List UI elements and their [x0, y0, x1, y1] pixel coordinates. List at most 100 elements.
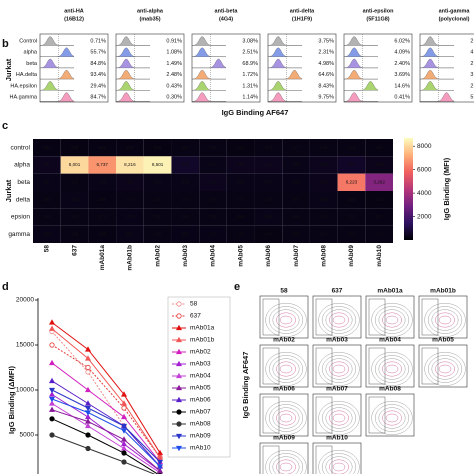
x-axis-label: IgG Binding AF647 — [222, 108, 289, 117]
row-label: Control — [19, 38, 37, 44]
cell-label: 278 — [265, 197, 273, 202]
series-line — [51, 398, 161, 467]
y-tick-label: 10000 — [16, 387, 34, 394]
percent-label: 29.4% — [90, 83, 106, 89]
data-point — [48, 377, 56, 384]
cell-label: 268 — [292, 232, 300, 237]
cell-label: 573 — [181, 162, 189, 167]
heatmap-cell — [254, 139, 283, 157]
panel-letter: b — [2, 38, 9, 50]
percent-label: 84.8% — [90, 61, 106, 67]
cell-label: 267 — [181, 145, 189, 150]
colorbar-label: IgG Binding (MFI) — [442, 157, 451, 220]
percent-label: 6.02% — [394, 38, 410, 44]
percent-label: 1.31% — [242, 83, 258, 89]
histogram — [419, 81, 454, 91]
legend-marker — [176, 301, 182, 307]
cell-label: 286 — [320, 145, 328, 150]
legend-marker — [176, 421, 182, 427]
data-point — [85, 445, 91, 452]
contour — [325, 456, 353, 474]
cell-label: 3,262 — [373, 180, 385, 185]
x-tick-label: mAb01a — [99, 245, 106, 271]
heatmap-cell — [116, 156, 144, 174]
legend-label: mAb06 — [190, 397, 211, 404]
cell-label: 8,216 — [124, 162, 136, 167]
legend-marker — [176, 313, 182, 319]
cell-label: 251 — [375, 214, 383, 219]
x-tick-label: mAb07 — [293, 245, 300, 267]
contour — [329, 361, 349, 377]
cell-label: 289 — [154, 232, 162, 237]
contour — [382, 410, 402, 426]
heatmap-cell — [309, 156, 338, 174]
flow-plot — [259, 442, 309, 474]
heatmap-cell — [282, 139, 310, 157]
heatmap-cell — [33, 191, 61, 209]
histogram — [419, 58, 454, 69]
percent-label: 4.98% — [318, 61, 334, 67]
series-line — [51, 344, 161, 458]
cell-label: 400 — [320, 162, 328, 167]
colorbar-tick-label: 4000 — [417, 190, 432, 197]
cell-label: 288 — [71, 232, 79, 237]
series-line — [51, 403, 161, 474]
data-point — [48, 319, 56, 325]
cell-label: 256 — [98, 197, 106, 202]
legend-label: mAb08 — [190, 421, 211, 428]
heatmap-cell — [282, 208, 310, 226]
cell-label: 244 — [154, 145, 162, 150]
cell-label: 244 — [265, 232, 273, 237]
gate — [421, 298, 439, 336]
cell-label: 421 — [43, 162, 51, 167]
flow-plot — [418, 295, 468, 339]
contour — [265, 352, 307, 387]
legend-box — [167, 296, 231, 458]
y-tick-label: 20000 — [16, 297, 34, 304]
contour — [371, 303, 413, 338]
tile-label: 637 — [332, 288, 343, 295]
histogram — [39, 81, 74, 91]
histogram — [39, 36, 74, 46]
heatmap-cell — [337, 208, 366, 226]
cell-label: 254 — [348, 197, 356, 202]
contour — [325, 407, 353, 429]
histogram — [115, 81, 150, 91]
contour — [269, 306, 304, 334]
y-tick-label: 5000 — [20, 432, 35, 439]
series-line — [51, 418, 159, 474]
cell-label: 297 — [181, 232, 189, 237]
cell-label: 255 — [375, 145, 383, 150]
legend-label: mAb05 — [190, 385, 211, 392]
legend-label: mAb07 — [190, 409, 211, 416]
data-point — [121, 450, 127, 456]
heatmap-cell — [226, 225, 255, 243]
data-point — [120, 436, 128, 442]
data-point — [48, 387, 56, 394]
cell-label: 287 — [320, 232, 328, 237]
x-tick-label: mAb04 — [210, 245, 217, 267]
data-point — [120, 428, 128, 434]
heatmap-cell — [226, 156, 255, 174]
column-header: anti-HA — [64, 8, 84, 14]
contour — [276, 312, 296, 328]
heatmap-cell — [116, 208, 144, 226]
gate — [262, 347, 280, 385]
contour — [325, 358, 353, 380]
panel-letter: e — [234, 281, 240, 293]
contour — [424, 303, 466, 338]
contour — [325, 309, 353, 331]
percent-label: 55.7% — [90, 50, 106, 56]
percent-label: 3.08% — [242, 38, 258, 44]
heatmap-cell — [337, 139, 366, 157]
cell-label: 265 — [265, 145, 273, 150]
data-point — [84, 386, 92, 393]
legend-marker — [175, 324, 183, 331]
flow-plot — [259, 393, 309, 437]
heatmap-cell — [143, 191, 172, 209]
tile-label: mAb07 — [326, 386, 348, 393]
heatmap-cell — [60, 208, 89, 226]
heatmap-cell — [254, 156, 283, 174]
histogram — [419, 36, 454, 46]
column-header: (16B12) — [64, 16, 84, 22]
